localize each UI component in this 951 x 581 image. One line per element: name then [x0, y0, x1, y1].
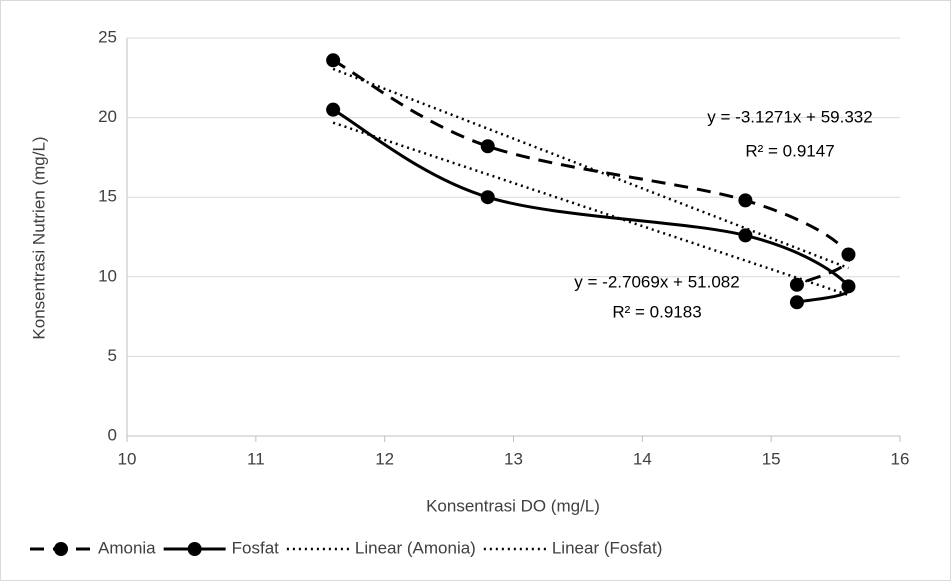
marker	[790, 295, 804, 309]
x-axis-title: Konsentrasi DO (mg/L)	[426, 496, 600, 515]
x-tick-label: 16	[891, 449, 910, 468]
legend-marker	[54, 542, 68, 556]
marker	[841, 248, 855, 262]
chart: Konsentrasi DO (mg/L) Konsentrasi Nutrie…	[0, 0, 951, 581]
trend-equation: y = -3.1271x + 59.332	[707, 107, 872, 126]
y-tick-label: 10	[98, 266, 117, 285]
trend-r2: R² = 0.9147	[745, 141, 834, 160]
y-tick-label: 20	[98, 107, 117, 126]
legend-label: Amonia	[98, 538, 156, 557]
marker	[481, 190, 495, 204]
y-tick-label: 25	[98, 27, 117, 46]
marker	[481, 139, 495, 153]
marker	[326, 53, 340, 67]
trend-r2: R² = 0.9183	[612, 302, 701, 321]
legend-marker	[188, 542, 202, 556]
x-tick-label: 12	[375, 449, 394, 468]
legend-label: Linear (Amonia)	[355, 538, 476, 557]
legend-label: Linear (Fosfat)	[552, 538, 663, 557]
marker	[738, 193, 752, 207]
chart-frame	[1, 1, 951, 581]
x-tick-label: 11	[247, 449, 265, 468]
x-tick-label: 14	[633, 449, 652, 468]
marker	[326, 103, 340, 117]
x-tick-label: 13	[504, 449, 523, 468]
marker	[841, 279, 855, 293]
trend-equation: y = -2.7069x + 51.082	[574, 272, 739, 291]
legend-label: Fosfat	[232, 538, 280, 557]
marker	[790, 278, 804, 292]
marker	[738, 228, 752, 242]
y-tick-label: 15	[98, 187, 117, 206]
y-axis-title: Konsentrasi Nutrien (mg/L)	[29, 136, 48, 339]
y-tick-label: 0	[108, 425, 117, 444]
y-tick-label: 5	[108, 346, 117, 365]
x-tick-label: 10	[118, 449, 137, 468]
x-tick-label: 15	[762, 449, 781, 468]
